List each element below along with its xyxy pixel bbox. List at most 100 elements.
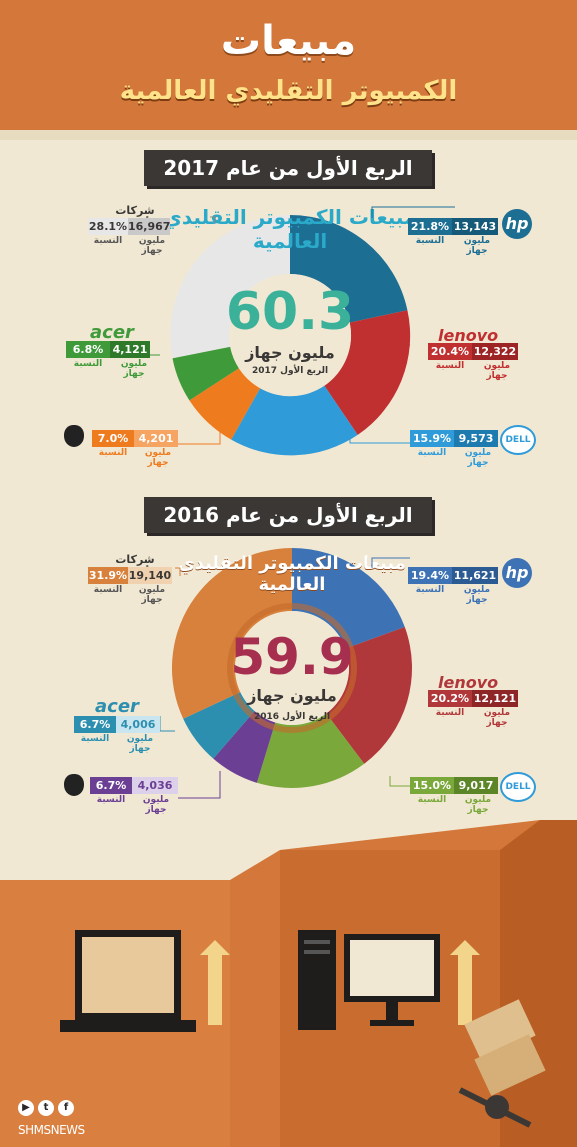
ring-text-2017: مبيعات الكمبيوتر التقليدي العالمية [163,205,417,253]
lenovo-share-caption-2017: النسبة [435,361,465,371]
footer-brand: SHMSNEWS [18,1123,85,1137]
hp-logo-2017: hp [502,209,532,239]
slice-lenovo-2017 [324,310,411,435]
hp-share-caption-2016: النسبة [415,585,445,595]
hp-units-caption-2016: مليون جهاز [463,585,491,605]
arrow-up-icon-left [200,940,230,1025]
connector-dell-2017 [349,430,410,444]
twitter-icon[interactable]: t [38,1100,54,1116]
donut-inner-ring-2016 [227,603,357,733]
others-share-2016: 31.9% [88,567,128,584]
hp-units-2017: 13,143 [452,218,498,235]
dell-units-2016: 9,017 [454,777,498,794]
lenovo-units-2016: 12,121 [472,690,518,707]
connector-others-2016 [175,567,181,576]
connector-apple-2016 [178,771,221,799]
lenovo-logo-2016: lenovo [438,673,499,692]
others-units-2016: 19,140 [128,567,172,584]
lenovo-logo-2017: lenovo [438,326,499,345]
others-units-caption-2017: مليون جهاز [138,236,166,256]
bottom-illustration [0,820,577,1147]
connector-apple-2017 [178,415,221,445]
acer-units-caption-2017: مليون جهاز [120,359,148,379]
acer-units-2016: 4,006 [116,716,160,733]
others-units-caption-2016: مليون جهاز [138,585,166,605]
dell-logo-2017: DELL [500,425,536,455]
connectors-2016 [159,557,410,799]
center-caption-2016: الربع الأول 2016 [253,712,331,722]
hp-units-caption-2017: مليون جهاز [463,236,491,256]
section-2017-band: الربع الأول من عام 2017 [144,150,432,186]
dell-share-2016: 15.0% [410,777,454,794]
lenovo-share-2017: 20.4% [428,343,472,360]
acer-logo-2017: acer [90,322,134,343]
others-units-2017: 16,967 [128,218,171,235]
acer-share-2016: 6.7% [74,716,116,733]
page-title: مبيعات [220,18,357,64]
connector-others-2017 [210,216,216,223]
center-unit-2016: مليون جهاز [247,686,337,705]
hand-truck-wheel [485,1095,509,1119]
dell-share-2017: 15.9% [410,430,454,447]
acer-units-caption-2016: مليون جهاز [126,734,154,754]
center-unit-2017: مليون جهاز [245,343,335,362]
slice-lenovo-2016 [326,627,413,764]
dell-share-caption-2017: النسبة [417,448,447,458]
center-caption-2017: الربع الأول 2017 [251,366,329,376]
youtube-icon[interactable]: ▶ [18,1100,34,1116]
ring-text-2016: مبيعات الكمبيوتر التقليدي العالمية [178,553,406,595]
lenovo-units-caption-2017: مليون جهاز [483,361,511,381]
apple-share-2016: 6.7% [90,777,132,794]
header-shadow [0,130,577,140]
apple-logo-2017 [64,425,84,447]
laptop-base [60,1020,196,1032]
apple-units-caption-2017: مليون جهاز [144,448,172,468]
slice-apple-2017 [189,368,261,440]
others-share-caption-2016: النسبة [93,585,123,595]
dell-units-2017: 9,573 [454,430,498,447]
slice-hp-2016 [292,548,405,649]
hp-share-caption-2017: النسبة [415,236,445,246]
center-value-2016: 59.9 [230,628,354,686]
apple-share-caption-2016: النسبة [96,795,126,805]
slice-acer-2017 [172,346,239,401]
arrow-up-icon-right [450,940,480,1025]
slice-others-2016 [171,548,292,719]
donut-2017 [170,215,411,456]
facebook-icon[interactable]: f [58,1100,74,1116]
slice-apple-2016 [213,711,276,783]
slice-hp-2017 [290,215,408,323]
dell-units-caption-2016: مليون جهاز [464,795,492,815]
connector-hp-2016 [371,557,410,568]
donut-hole-2016 [235,611,349,725]
box-top [464,999,536,1061]
center-value-2017: 60.3 [225,282,355,342]
connector-hp-2017 [371,206,455,218]
apple-units-2016: 4,036 [132,777,178,794]
connector-dell-2016 [389,776,410,787]
dell-units-caption-2017: مليون جهاز [464,448,492,468]
apple-units-caption-2016: مليون جهاز [142,795,170,815]
donut-hole-2017 [229,274,351,396]
lenovo-share-2016: 20.2% [428,690,472,707]
slice-dell-2017 [231,385,358,456]
slice-acer-2016 [183,692,255,759]
hp-share-2016: 19.4% [408,567,452,584]
hp-logo-2016: hp [502,558,532,588]
acer-share-2017: 6.8% [66,341,110,358]
acer-share-caption-2017: النسبة [73,359,103,369]
dell-share-caption-2016: النسبة [417,795,447,805]
page-subtitle: الكمبيوتر التقليدي العالمية [119,76,458,106]
lenovo-units-2017: 12,322 [472,343,518,360]
desktop-tower [298,930,336,1030]
lenovo-units-caption-2016: مليون جهاز [483,708,511,728]
header-banner: مبيعات الكمبيوتر التقليدي العالمية [0,0,577,130]
slice-others-2017 [170,215,290,359]
acer-units-2017: 4,121 [110,341,150,358]
hp-units-2016: 11,621 [452,567,498,584]
dell-logo-2016: DELL [500,772,536,802]
apple-units-2017: 4,201 [134,430,178,447]
lenovo-share-caption-2016: النسبة [435,708,465,718]
laptop-display-map [82,937,174,1013]
